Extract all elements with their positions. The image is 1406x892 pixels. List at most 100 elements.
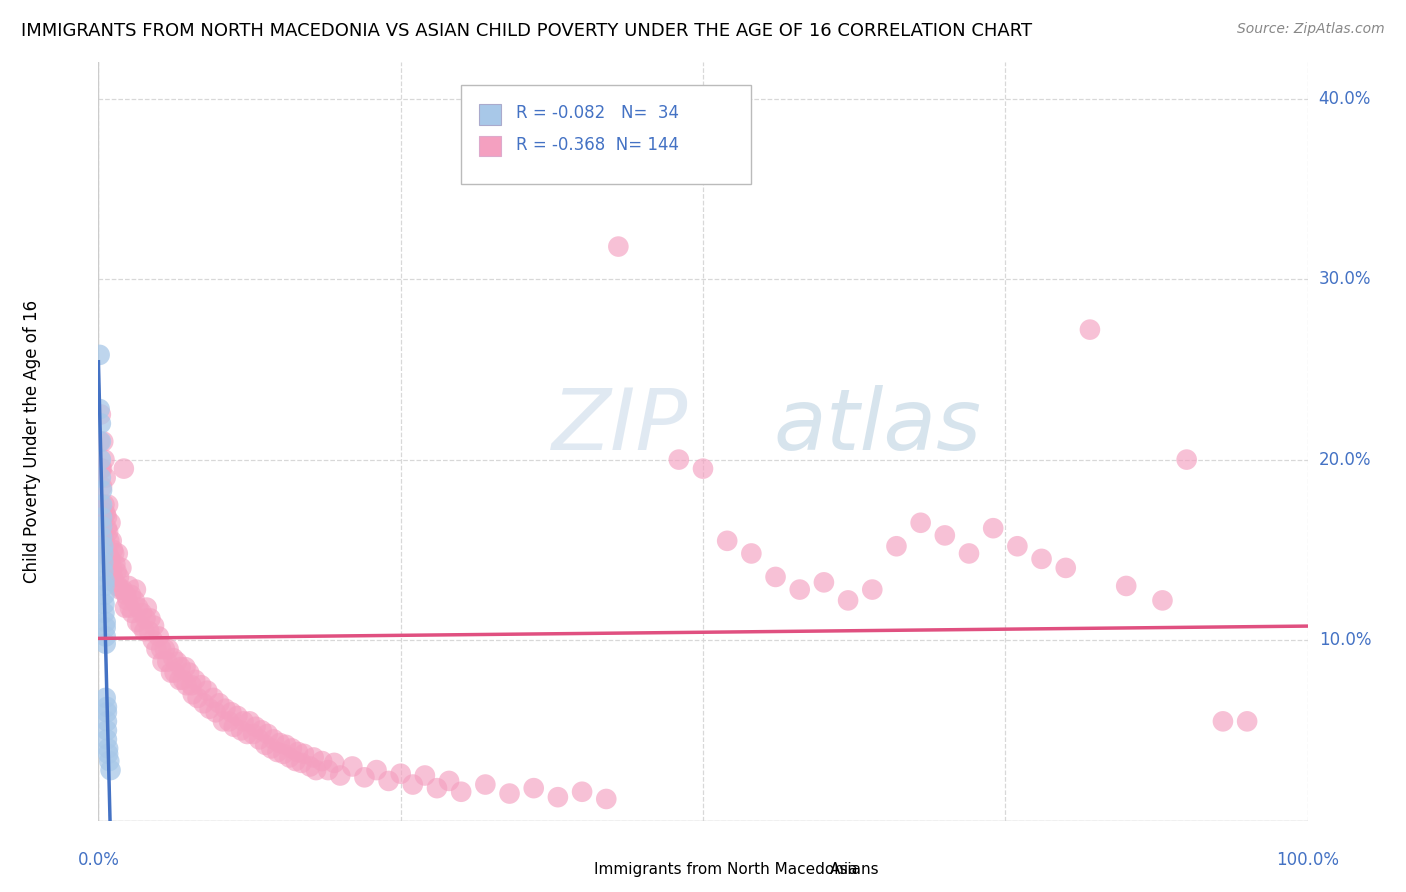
- Point: [91, 510, 114, 524]
- Point: [97, 741, 120, 756]
- Point: [91, 556, 114, 570]
- Point: [142, 633, 165, 648]
- Point: [353, 770, 375, 784]
- Point: [229, 723, 252, 738]
- Point: [221, 706, 243, 720]
- Point: [91, 530, 114, 544]
- Text: 10.0%: 10.0%: [1319, 632, 1371, 649]
- Point: [218, 714, 240, 729]
- Point: [150, 642, 173, 657]
- Text: 100.0%: 100.0%: [1277, 851, 1339, 869]
- Point: [100, 763, 122, 777]
- Point: [311, 754, 333, 768]
- Point: [96, 699, 118, 714]
- Point: [93, 597, 115, 611]
- Point: [402, 778, 425, 792]
- Point: [254, 738, 277, 752]
- Point: [172, 673, 194, 687]
- Point: [886, 539, 908, 553]
- Point: [91, 461, 114, 475]
- Point: [96, 723, 118, 738]
- Point: [127, 600, 149, 615]
- Point: [278, 750, 301, 764]
- Point: [1236, 714, 1258, 729]
- Point: [148, 630, 170, 644]
- Text: Child Poverty Under the Age of 16: Child Poverty Under the Age of 16: [22, 300, 41, 583]
- Point: [91, 483, 114, 498]
- Point: [242, 727, 264, 741]
- Point: [668, 452, 690, 467]
- Point: [131, 606, 153, 620]
- Point: [98, 552, 121, 566]
- Point: [169, 673, 191, 687]
- Point: [91, 498, 114, 512]
- Point: [145, 642, 167, 657]
- Point: [292, 747, 315, 761]
- Point: [91, 480, 114, 494]
- Point: [93, 606, 115, 620]
- Point: [135, 600, 157, 615]
- Point: [413, 768, 436, 782]
- Point: [120, 588, 142, 602]
- Point: [789, 582, 811, 597]
- Point: [498, 787, 520, 801]
- Point: [195, 683, 218, 698]
- Point: [94, 615, 117, 629]
- Point: [1007, 539, 1029, 553]
- Point: [179, 665, 201, 680]
- Point: [91, 546, 114, 560]
- Point: [740, 546, 762, 560]
- Point: [169, 660, 191, 674]
- Point: [97, 524, 120, 539]
- Point: [187, 690, 209, 705]
- Point: [103, 575, 125, 590]
- Point: [114, 600, 136, 615]
- Point: [1152, 593, 1174, 607]
- Point: [316, 763, 339, 777]
- Point: [94, 637, 117, 651]
- Point: [121, 606, 143, 620]
- Point: [96, 714, 118, 729]
- Point: [239, 714, 262, 729]
- Point: [245, 720, 267, 734]
- Point: [93, 588, 115, 602]
- Text: IMMIGRANTS FROM NORTH MACEDONIA VS ASIAN CHILD POVERTY UNDER THE AGE OF 16 CORRE: IMMIGRANTS FROM NORTH MACEDONIA VS ASIAN…: [21, 22, 1032, 40]
- Point: [302, 750, 325, 764]
- Point: [193, 696, 215, 710]
- Point: [305, 763, 328, 777]
- Point: [94, 620, 117, 634]
- Point: [202, 690, 225, 705]
- Point: [96, 521, 118, 535]
- Point: [1031, 552, 1053, 566]
- Point: [389, 766, 412, 780]
- Point: [269, 736, 291, 750]
- Point: [135, 611, 157, 625]
- Point: [222, 720, 245, 734]
- Point: [474, 778, 496, 792]
- Point: [860, 582, 883, 597]
- Point: [160, 665, 183, 680]
- Point: [323, 756, 346, 770]
- Point: [156, 655, 179, 669]
- Point: [366, 763, 388, 777]
- Point: [93, 452, 115, 467]
- Point: [247, 732, 270, 747]
- Point: [180, 678, 202, 692]
- Point: [97, 546, 120, 560]
- Point: [163, 665, 186, 680]
- Point: [93, 498, 115, 512]
- Point: [98, 533, 121, 548]
- Point: [110, 561, 132, 575]
- Point: [571, 785, 593, 799]
- Point: [284, 754, 307, 768]
- Text: R = -0.082   N=  34: R = -0.082 N= 34: [516, 104, 679, 122]
- Text: 40.0%: 40.0%: [1319, 89, 1371, 108]
- Point: [981, 521, 1004, 535]
- Point: [716, 533, 738, 548]
- Point: [260, 741, 283, 756]
- Point: [97, 498, 120, 512]
- Point: [214, 702, 236, 716]
- Point: [96, 706, 118, 720]
- Point: [107, 579, 129, 593]
- Point: [176, 678, 198, 692]
